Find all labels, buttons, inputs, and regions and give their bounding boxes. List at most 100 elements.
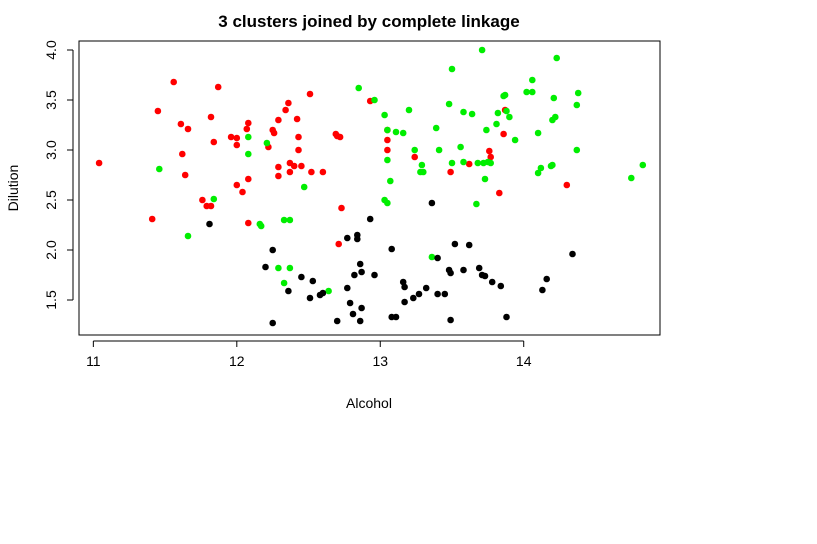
data-point xyxy=(465,160,473,168)
y-axis-label: Dilution xyxy=(5,165,21,212)
data-point xyxy=(543,275,550,283)
data-point xyxy=(290,162,298,170)
data-point xyxy=(496,189,503,197)
data-point xyxy=(392,313,400,321)
data-point xyxy=(335,240,343,248)
data-point xyxy=(199,196,206,204)
y-axis: 1.5 2.0 2.5 3.0 3.5 4.0 xyxy=(43,40,74,310)
data-point xyxy=(319,168,327,176)
data-point xyxy=(286,216,294,224)
data-point xyxy=(481,175,489,183)
data-point xyxy=(257,222,265,230)
data-point xyxy=(358,304,365,312)
data-point xyxy=(384,126,391,134)
data-point xyxy=(358,268,365,276)
data-point xyxy=(346,299,354,307)
data-point xyxy=(639,161,647,169)
data-point xyxy=(286,168,294,176)
data-point xyxy=(501,91,509,99)
data-point xyxy=(298,162,305,170)
data-point xyxy=(269,246,277,254)
data-point xyxy=(493,120,500,128)
data-point xyxy=(574,89,582,97)
data-point xyxy=(460,158,467,166)
data-point xyxy=(553,54,560,62)
data-point xyxy=(460,108,467,116)
data-point xyxy=(529,88,536,96)
data-point xyxy=(181,171,189,179)
data-point xyxy=(381,111,388,119)
data-point xyxy=(282,106,289,114)
data-point xyxy=(371,96,378,104)
data-point xyxy=(333,132,341,140)
data-point xyxy=(245,150,252,158)
data-point xyxy=(309,277,317,285)
data-point xyxy=(486,147,493,155)
data-point xyxy=(349,310,357,318)
data-point xyxy=(573,146,581,154)
data-point xyxy=(457,143,464,151)
data-point xyxy=(478,46,486,54)
data-point xyxy=(422,284,430,292)
y-tick-label: 2.5 xyxy=(43,190,59,210)
data-point xyxy=(298,273,305,281)
data-point xyxy=(448,65,456,73)
data-point xyxy=(506,113,513,121)
data-point xyxy=(534,129,542,137)
data-point xyxy=(387,177,394,185)
data-point xyxy=(420,168,427,176)
data-point xyxy=(355,84,363,92)
data-point xyxy=(270,129,278,137)
data-point xyxy=(552,113,559,121)
data-point xyxy=(503,107,510,115)
data-point xyxy=(523,88,530,96)
data-point xyxy=(432,124,440,132)
y-tick-label: 2.0 xyxy=(43,240,59,260)
data-point xyxy=(451,240,459,248)
data-point xyxy=(295,146,302,154)
data-point xyxy=(428,253,436,261)
data-point xyxy=(262,263,269,271)
y-tick-label: 4.0 xyxy=(43,40,59,60)
data-point xyxy=(474,159,482,167)
data-point xyxy=(497,282,505,290)
y-tick-label: 1.5 xyxy=(43,290,59,310)
data-point xyxy=(481,272,489,280)
data-point xyxy=(351,271,358,279)
data-point xyxy=(233,141,241,149)
data-point xyxy=(468,110,476,118)
data-point xyxy=(401,298,408,306)
data-point xyxy=(500,130,507,138)
data-point xyxy=(285,287,292,295)
data-point xyxy=(434,290,441,298)
data-point xyxy=(275,116,282,124)
data-point xyxy=(356,317,364,325)
data-point xyxy=(487,159,495,167)
data-point xyxy=(280,279,288,287)
data-point xyxy=(295,133,302,141)
data-point xyxy=(529,76,536,84)
data-point xyxy=(177,120,185,128)
data-point xyxy=(511,136,519,144)
data-point xyxy=(441,290,449,298)
data-point xyxy=(233,181,241,189)
data-point xyxy=(210,195,218,203)
data-point xyxy=(381,196,388,204)
data-point xyxy=(275,172,282,180)
data-point xyxy=(366,215,374,223)
data-point xyxy=(410,294,417,302)
data-point xyxy=(306,294,314,302)
data-point xyxy=(475,264,483,272)
x-axis: 11 12 13 14 xyxy=(86,340,532,369)
chart-title: 3 clusters joined by complete linkage xyxy=(218,12,519,31)
data-point xyxy=(245,219,252,227)
data-point xyxy=(293,115,301,123)
data-point xyxy=(148,215,156,223)
data-point xyxy=(411,153,419,161)
data-point xyxy=(448,159,456,167)
data-point xyxy=(628,174,635,182)
data-point xyxy=(184,125,192,133)
data-point xyxy=(465,241,473,249)
y-tick-label: 3.5 xyxy=(43,90,59,110)
